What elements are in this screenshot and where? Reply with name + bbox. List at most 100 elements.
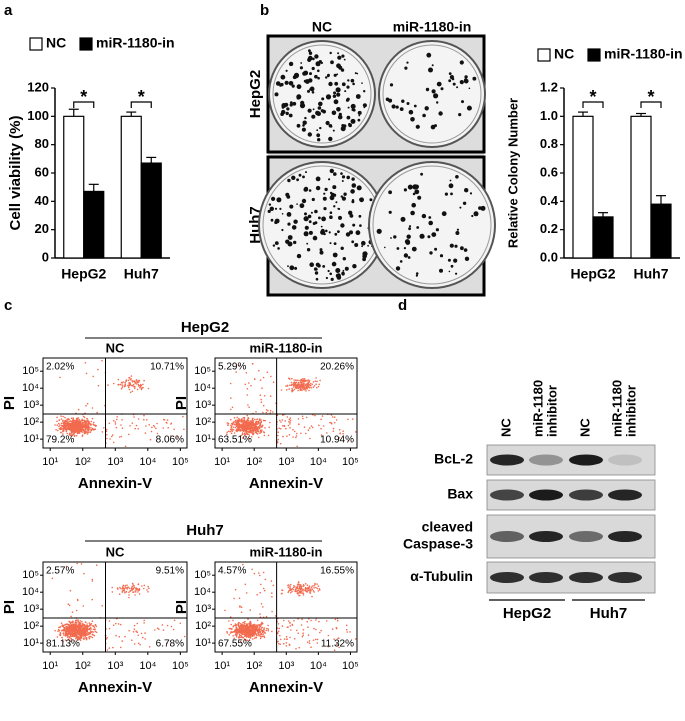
blot-band <box>569 572 603 583</box>
event-dot <box>254 625 257 628</box>
event-dot <box>246 433 249 436</box>
event-dot <box>235 422 237 424</box>
x-tick-label: 10⁵ <box>342 660 359 672</box>
event-dot <box>57 422 60 425</box>
event-dot <box>259 635 262 638</box>
event-dot <box>70 630 72 633</box>
event-dot <box>61 625 63 627</box>
event-dot <box>254 425 256 428</box>
event-dot <box>301 592 304 594</box>
colony <box>285 111 289 116</box>
colony <box>329 168 334 174</box>
event-dot <box>301 618 303 621</box>
y-tick-label: 1.0 <box>540 108 558 123</box>
event-dot <box>314 414 316 417</box>
event-dot <box>124 591 126 594</box>
event-dot <box>345 628 348 631</box>
event-dot <box>310 646 312 648</box>
event-dot <box>89 632 92 635</box>
event-dot <box>72 423 75 426</box>
colony <box>325 276 328 280</box>
colony <box>425 87 430 92</box>
y-tick-label: 40 <box>35 193 49 208</box>
event-dot <box>144 638 146 640</box>
colony <box>376 228 382 234</box>
event-dot <box>137 428 139 430</box>
event-dot <box>80 637 83 639</box>
event-dot <box>62 420 64 423</box>
event-dot <box>91 428 93 431</box>
event-dot <box>146 589 148 591</box>
event-dot <box>303 426 306 429</box>
event-dot <box>82 629 84 632</box>
colony <box>307 89 310 93</box>
event-dot <box>60 422 63 425</box>
blot-band <box>529 489 563 501</box>
event-dot <box>85 638 88 641</box>
event-dot <box>70 638 73 641</box>
event-dot <box>297 581 300 583</box>
event-dot <box>250 632 252 634</box>
x-tick-label: 10⁵ <box>172 456 189 468</box>
colony <box>415 272 419 275</box>
colony <box>462 201 467 205</box>
colony <box>352 223 356 227</box>
event-dot <box>263 631 266 634</box>
event-dot <box>262 587 265 590</box>
event-dot <box>81 421 84 424</box>
quadrant-percent: 20.26% <box>320 362 354 373</box>
y-tick-label: 0.0 <box>540 249 558 264</box>
colony <box>331 261 337 267</box>
panel-label: b <box>260 2 269 19</box>
colony <box>407 184 413 190</box>
event-dot <box>309 589 312 592</box>
colony <box>323 207 327 211</box>
event-dot <box>280 592 283 595</box>
event-dot <box>245 625 247 627</box>
event-dot <box>285 645 288 647</box>
event-dot <box>125 587 127 589</box>
event-dot <box>243 419 246 422</box>
event-dot <box>230 426 232 429</box>
event-dot <box>316 638 319 641</box>
event-dot <box>90 624 92 626</box>
event-dot <box>259 625 262 628</box>
event-dot <box>293 584 295 587</box>
event-dot <box>89 626 92 629</box>
bar <box>140 162 162 259</box>
event-dot <box>254 632 256 634</box>
event-dot <box>267 630 270 632</box>
colony <box>444 192 448 196</box>
event-dot <box>286 638 288 640</box>
event-dot <box>127 586 130 589</box>
event-dot <box>311 383 314 386</box>
event-dot <box>148 424 150 426</box>
colony <box>267 209 271 213</box>
event-dot <box>117 588 119 590</box>
colony <box>415 124 420 129</box>
event-dot <box>240 429 243 432</box>
colony <box>448 72 452 75</box>
event-dot <box>281 419 284 421</box>
event-dot <box>238 635 240 638</box>
event-dot <box>131 390 134 393</box>
colony <box>345 232 351 237</box>
colony <box>338 215 342 220</box>
event-dot <box>296 445 299 448</box>
event-dot <box>260 628 262 630</box>
event-dot <box>333 649 336 651</box>
event-dot <box>71 630 74 633</box>
event-dot <box>97 368 99 371</box>
event-dot <box>280 428 282 430</box>
colony <box>309 72 312 76</box>
event-dot <box>259 613 261 615</box>
y-tick-label: 10⁵ <box>22 569 39 581</box>
event-dot <box>264 419 267 422</box>
event-dot <box>246 627 248 630</box>
event-dot <box>131 589 133 592</box>
colony <box>464 75 468 79</box>
event-dot <box>298 385 301 387</box>
event-dot <box>313 627 315 630</box>
event-dot <box>69 627 71 630</box>
